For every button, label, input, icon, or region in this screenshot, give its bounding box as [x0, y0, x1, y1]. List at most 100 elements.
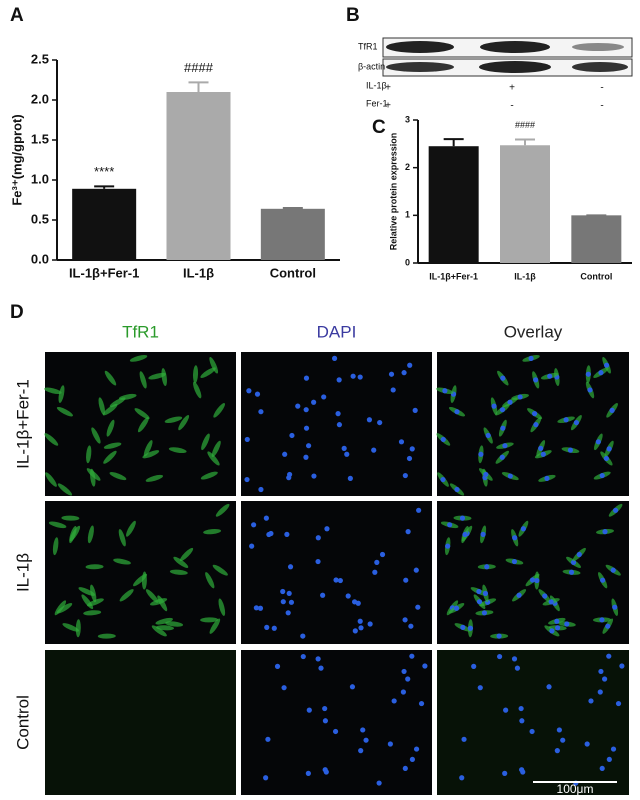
cell	[62, 623, 80, 632]
nucleus	[570, 559, 577, 565]
nucleus	[612, 507, 619, 513]
nucleus	[453, 605, 460, 611]
nucleus	[604, 362, 610, 368]
nucleus	[349, 684, 356, 690]
nucleus	[517, 394, 523, 400]
nucleus	[345, 593, 351, 599]
cell	[83, 610, 102, 616]
bar	[166, 92, 231, 260]
cell	[173, 556, 189, 569]
micrograph	[241, 501, 432, 644]
cell	[48, 521, 67, 529]
nucleus	[324, 526, 330, 532]
band	[572, 43, 624, 51]
y-tick-label: 1	[405, 210, 410, 220]
nucleus	[323, 769, 329, 775]
nucleus	[303, 425, 310, 431]
cell	[145, 589, 159, 603]
nucleus	[476, 588, 482, 595]
nucleus	[303, 407, 309, 413]
cell	[118, 393, 137, 400]
nucleus	[588, 698, 594, 704]
nucleus	[485, 432, 491, 439]
nucleus	[540, 451, 546, 457]
nucleus	[337, 577, 343, 584]
nucleus	[320, 592, 326, 598]
cell	[141, 571, 147, 590]
nucleus	[528, 355, 534, 361]
nucleus	[497, 653, 503, 660]
cell	[104, 370, 117, 386]
x-tick-label: Control	[270, 265, 316, 280]
nucleus	[321, 394, 327, 400]
treatment-label: Fer-1	[366, 98, 388, 108]
cell	[90, 584, 97, 603]
nucleus	[568, 569, 575, 575]
band	[386, 62, 454, 72]
nucleus	[407, 362, 413, 368]
bar	[571, 215, 622, 263]
nucleus	[306, 707, 312, 713]
nucleus	[249, 543, 255, 549]
nucleus	[305, 443, 312, 449]
nucleus	[284, 531, 290, 537]
nucleus	[599, 765, 605, 772]
y-tick-label: 1.5	[31, 131, 49, 146]
nucleus	[409, 653, 415, 659]
nucleus	[480, 531, 486, 537]
cell	[134, 408, 150, 420]
x-tick-label: IL-1β+Fer-1	[429, 271, 478, 281]
nucleus	[350, 373, 356, 379]
nucleus	[603, 455, 609, 462]
nucleus	[281, 685, 287, 691]
cell	[85, 564, 104, 570]
nucleus	[335, 411, 341, 417]
nucleus	[606, 653, 612, 659]
y-axis-label: Relative protein expression	[388, 133, 398, 251]
nucleus	[563, 417, 569, 423]
cell	[215, 503, 230, 517]
x-tick-label: IL-1β	[183, 265, 214, 280]
nucleus	[357, 618, 363, 624]
nucleus	[367, 621, 373, 627]
scale-label: 100μm	[557, 782, 594, 796]
nucleus	[554, 748, 560, 754]
nucleus	[286, 590, 292, 597]
nucleus	[512, 535, 518, 541]
nucleus	[554, 618, 560, 624]
nucleus	[280, 599, 286, 605]
nucleus	[602, 676, 608, 682]
nucleus	[274, 663, 281, 669]
nucleus	[597, 689, 603, 695]
bar	[428, 146, 479, 263]
cell	[201, 433, 210, 451]
nucleus	[555, 625, 561, 631]
nucleus	[402, 617, 408, 623]
nucleus	[336, 377, 342, 383]
nucleus	[556, 727, 562, 733]
nucleus	[499, 407, 506, 413]
nucleus	[461, 736, 467, 742]
cell	[103, 442, 122, 449]
nucleus	[533, 377, 539, 383]
nucleus	[285, 610, 291, 616]
cell	[200, 617, 219, 623]
nucleus	[315, 656, 321, 662]
cell	[179, 547, 194, 562]
nucleus	[280, 588, 286, 595]
nucleus	[605, 623, 611, 629]
nucleus	[491, 403, 497, 409]
cell	[119, 589, 134, 602]
x-tick-label: IL-1β	[514, 271, 536, 281]
cell	[212, 564, 228, 576]
cell	[137, 417, 149, 433]
nucleus	[258, 409, 264, 415]
treatment-sign: +	[385, 101, 391, 112]
y-tick-label: 0.0	[31, 251, 49, 266]
cell	[139, 371, 147, 389]
nucleus	[610, 567, 616, 573]
nucleus	[445, 543, 451, 549]
nucleus	[388, 371, 395, 377]
band	[572, 62, 628, 72]
nucleus	[398, 439, 405, 445]
